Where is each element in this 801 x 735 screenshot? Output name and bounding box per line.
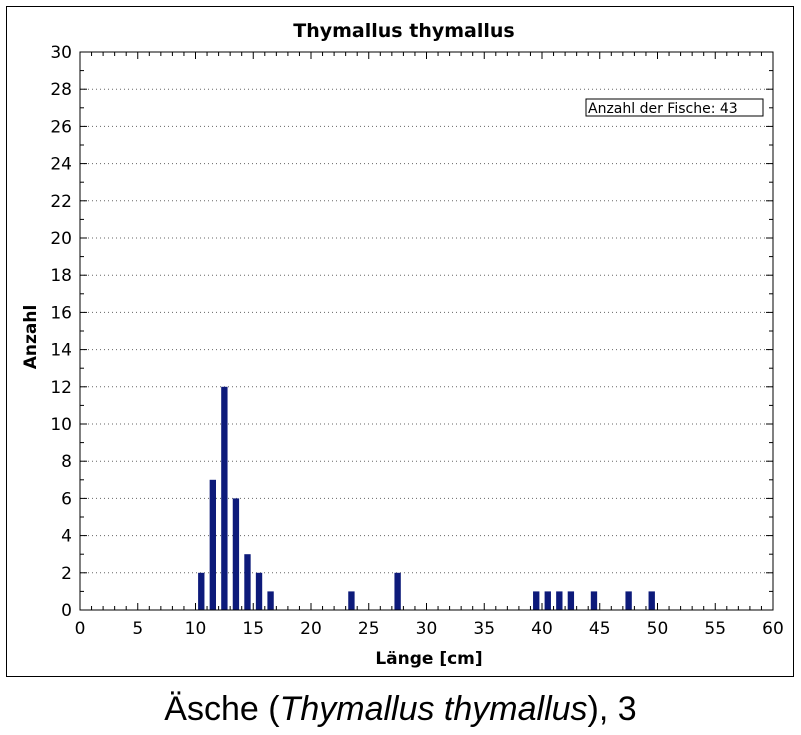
bar (394, 572, 401, 610)
bar (567, 591, 575, 610)
axes (79, 51, 774, 611)
y-tick-label: 14 (50, 341, 72, 361)
x-tick-label: 55 (704, 619, 726, 639)
x-tick-label: 35 (473, 619, 495, 639)
y-tick-label: 8 (61, 452, 72, 472)
y-tick-label: 0 (61, 601, 72, 621)
bar (267, 591, 274, 610)
x-tick-labels: 0 5 10 15 20 25 30 35 40 45 50 55 60 (75, 619, 784, 639)
x-tick-label: 20 (300, 619, 322, 639)
y-tick-label: 4 (61, 527, 72, 547)
y-tick-label: 22 (50, 192, 72, 212)
bar (232, 498, 240, 610)
chart-canvas: Thymallus thymallus 0 5 10 15 20 25 30 35 40 45 50… (21, 20, 784, 669)
bar (556, 591, 563, 610)
bar (533, 591, 540, 610)
y-tick-label: 26 (50, 117, 72, 137)
chart-title: Thymallus thymallus (293, 20, 514, 42)
grid (80, 88, 773, 574)
figure-caption: Äsche (Thymallus thymallus), 3 (0, 690, 801, 729)
x-tick-label: 10 (185, 619, 207, 639)
x-tick-label: 40 (531, 619, 553, 639)
bar (198, 572, 205, 610)
x-tick-label: 0 (75, 619, 86, 639)
x-tick-label: 50 (647, 619, 669, 639)
plot-frame (79, 51, 774, 611)
x-tick-label: 5 (132, 619, 143, 639)
bar (590, 591, 598, 610)
bar (625, 591, 632, 610)
caption-suffix: ), (587, 690, 618, 728)
caption-prefix: Äsche ( (164, 690, 280, 728)
x-tick-label: 15 (242, 619, 264, 639)
bar (648, 591, 655, 610)
y-tick-label: 16 (50, 303, 72, 323)
y-tick-label: 30 (50, 43, 72, 63)
bar (221, 386, 228, 610)
bars (198, 386, 655, 610)
x-tick-label: 25 (358, 619, 380, 639)
caption-species: Thymallus thymallus (279, 690, 588, 728)
bar (544, 591, 551, 610)
y-tick-label: 18 (50, 266, 72, 286)
bar (209, 479, 217, 610)
y-tick-label: 6 (61, 489, 72, 509)
x-tick-label: 60 (762, 619, 784, 639)
y-tick-label: 12 (50, 378, 72, 398)
x-axis-title: Länge [cm] (375, 649, 482, 669)
fish-count-annotation: Anzahl der Fische: 43 (588, 101, 738, 117)
bar (244, 554, 251, 610)
x-tick-label: 30 (416, 619, 438, 639)
y-tick-label: 10 (50, 415, 72, 435)
x-tick-label: 45 (589, 619, 611, 639)
chart-figure: Thymallus thymallus 0 5 10 15 20 25 30 35 40 45 50… (6, 6, 794, 677)
legend-box: Anzahl der Fische: 43 (585, 98, 764, 117)
y-axis-title: Anzahl (21, 305, 41, 370)
bar (255, 572, 263, 610)
caption-number: 3 (617, 690, 637, 728)
y-tick-label: 28 (50, 80, 72, 100)
y-tick-label: 24 (50, 155, 72, 175)
y-tick-label: 2 (61, 564, 72, 584)
y-tick-label: 20 (50, 229, 72, 249)
bar (348, 591, 355, 610)
